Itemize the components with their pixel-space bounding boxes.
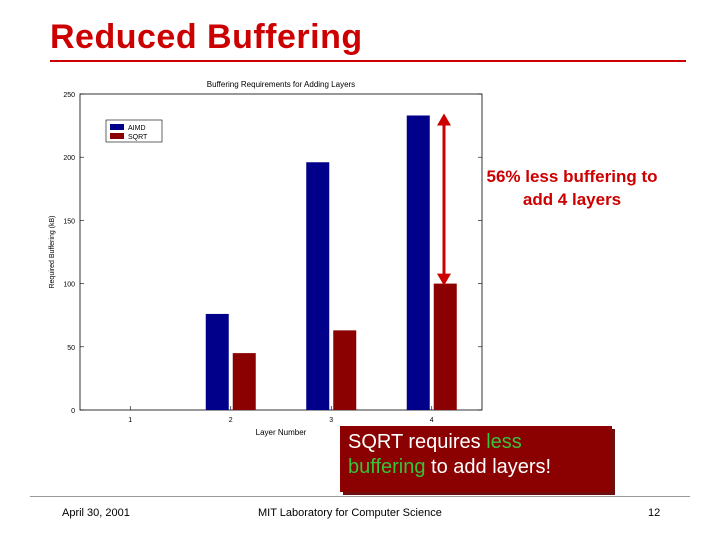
bar-aimd-layer-4: [406, 115, 430, 410]
bar-aimd-layer-3: [306, 162, 330, 410]
legend-swatch-aimd: [110, 124, 124, 130]
footer-lab: MIT Laboratory for Computer Science: [258, 507, 442, 519]
y-tick-label: 0: [71, 408, 75, 415]
footer-date: April 30, 2001: [62, 507, 130, 519]
bar-aimd-layer-2: [205, 313, 229, 410]
arrowhead-down-icon: [437, 273, 451, 286]
reduction-callout: 56% less buffering to add 4 layers: [462, 166, 682, 212]
footer-divider: [30, 496, 690, 497]
y-tick-label: 50: [67, 345, 75, 352]
x-tick-label: 4: [430, 417, 434, 424]
buffering-chart: Buffering Requirements for Adding Layers…: [49, 80, 483, 437]
bar-sqrt-layer-4: [433, 283, 457, 410]
callout-line1: less buffering to: [520, 167, 658, 186]
x-tick-label: 1: [128, 417, 132, 424]
bar-sqrt-layer-3: [333, 330, 357, 410]
arrowhead-up-icon: [437, 113, 451, 126]
callout-percent: 56%: [486, 167, 521, 186]
callout-line2: add 4 layers: [522, 189, 622, 209]
conclusion-text: SQRT requires less buffering to add layer…: [348, 430, 606, 480]
y-tick-label: 150: [63, 218, 75, 225]
x-axis-label: Layer Number: [256, 428, 307, 437]
y-axis-label: Required Buffering (kB): [49, 215, 56, 288]
legend-label-aimd: AIMD: [128, 125, 146, 132]
bar-sqrt-layer-2: [232, 353, 256, 410]
slide-title: Reduced Buffering: [50, 18, 363, 56]
chart-title: Buffering Requirements for Adding Layers: [207, 80, 355, 89]
y-tick-label: 250: [63, 92, 75, 99]
conclusion-highlight-buffering: buffering: [348, 456, 426, 478]
conclusion-part1: SQRT requires: [348, 431, 487, 453]
footer-page-number: 12: [648, 507, 661, 519]
legend-label-sqrt: SQRT: [128, 134, 148, 141]
y-tick-label: 100: [63, 282, 75, 289]
y-tick-label: 200: [63, 155, 75, 162]
conclusion-box: SQRT requires less buffering to add layer…: [340, 426, 612, 492]
conclusion-highlight-less: less: [486, 431, 522, 453]
x-tick-label: 2: [229, 417, 233, 424]
conclusion-part2: to add layers!: [425, 456, 552, 478]
x-tick-label: 3: [329, 417, 333, 424]
legend-swatch-sqrt: [110, 133, 124, 139]
title-underline: [50, 60, 686, 62]
